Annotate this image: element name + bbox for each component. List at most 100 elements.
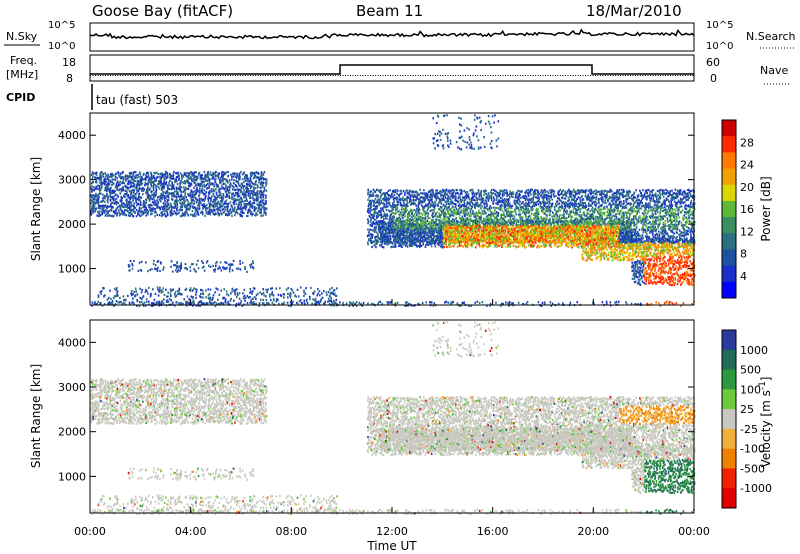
- power-cell: [668, 300, 671, 304]
- power-cell: [416, 207, 418, 210]
- power-cell: [237, 188, 240, 191]
- power-cell: [405, 198, 408, 201]
- power-cell: [160, 192, 163, 196]
- power-cell: [219, 192, 222, 195]
- power-cell: [303, 294, 305, 297]
- power-cell: [473, 230, 475, 233]
- power-cell: [507, 223, 509, 227]
- power-cell: [325, 291, 328, 294]
- cpid-label: CPID: [6, 91, 35, 104]
- power-cell: [158, 214, 161, 217]
- power-cell: [442, 203, 445, 206]
- power-cell: [262, 288, 264, 291]
- power-cell: [258, 304, 260, 307]
- power-cell: [183, 188, 186, 191]
- power-cell: [290, 304, 292, 308]
- power-cell: [527, 208, 529, 211]
- power-cell: [168, 188, 171, 191]
- power-cell: [126, 194, 128, 197]
- power-cell: [127, 263, 130, 267]
- power-cell: [252, 197, 254, 200]
- power-cell: [382, 197, 384, 200]
- power-cell: [222, 194, 225, 197]
- power-cell: [402, 243, 405, 246]
- power-cell: [247, 188, 249, 191]
- power-cell: [254, 192, 257, 195]
- power-cell: [253, 201, 256, 205]
- power-cell: [505, 208, 508, 211]
- power-cell: [201, 289, 204, 292]
- power-cell: [237, 207, 239, 210]
- power-cell: [112, 178, 115, 181]
- power-cell: [201, 213, 204, 216]
- power-cell: [415, 204, 418, 207]
- power-cell: [116, 200, 118, 204]
- power-cell: [427, 199, 430, 202]
- power-cell: [236, 206, 239, 209]
- power-cell: [444, 301, 446, 304]
- power-cell: [205, 210, 208, 213]
- power-cell: [434, 204, 437, 207]
- power-cell: [424, 193, 426, 196]
- power-cell: [371, 224, 374, 228]
- power-cell: [487, 216, 489, 219]
- power-cell: [282, 302, 285, 306]
- power-cell: [505, 210, 508, 213]
- power-cell: [152, 206, 155, 210]
- power-cell: [155, 203, 158, 206]
- power-cell: [272, 294, 275, 297]
- power-cell: [192, 289, 194, 292]
- power-cell: [406, 189, 408, 192]
- power-cell: [509, 205, 512, 208]
- power-cell: [502, 211, 505, 214]
- power-cell: [90, 213, 93, 216]
- power-cell: [389, 189, 392, 192]
- power-cell: [420, 219, 422, 222]
- power-cell: [508, 198, 510, 201]
- power-cell: [97, 295, 100, 299]
- power-cell: [120, 189, 123, 193]
- power-cell: [246, 180, 249, 183]
- power-cell: [256, 175, 258, 179]
- power-cell: [211, 302, 213, 305]
- power-cell: [262, 214, 265, 217]
- power-cell: [185, 206, 188, 209]
- power-cell: [326, 293, 328, 297]
- power-cell: [234, 291, 236, 294]
- power-cell: [212, 201, 214, 204]
- power-cell: [377, 194, 380, 198]
- power-cell: [163, 182, 166, 185]
- power-cell: [250, 191, 253, 195]
- power-cell: [261, 301, 264, 305]
- power-cell: [369, 203, 371, 207]
- power-cell: [165, 170, 167, 174]
- power-cell: [100, 170, 103, 174]
- power-cell: [126, 198, 128, 201]
- power-cell: [236, 188, 239, 191]
- power-cell: [458, 213, 461, 216]
- power-cell: [210, 208, 213, 211]
- power-cell: [422, 205, 424, 209]
- power-cell: [222, 180, 224, 183]
- power-cell: [241, 191, 244, 194]
- power-cell: [138, 175, 140, 178]
- power-cell: [512, 210, 514, 213]
- power-cell: [430, 301, 433, 304]
- power-cell: [250, 185, 253, 188]
- power-cell: [94, 202, 97, 205]
- power-cell: [159, 176, 161, 179]
- power-cell: [210, 183, 212, 186]
- power-cell: [149, 195, 152, 198]
- power-cell: [107, 210, 109, 213]
- power-cell: [92, 207, 95, 210]
- power-cell: [175, 301, 178, 304]
- power-cell: [269, 287, 272, 290]
- power-cell: [451, 301, 453, 304]
- power-cell: [425, 244, 427, 247]
- power-cell: [496, 206, 498, 210]
- power-cell: [231, 290, 233, 293]
- power-cell: [170, 265, 172, 268]
- power-cell: [199, 295, 201, 298]
- power-cell: [170, 204, 173, 208]
- power-cell: [165, 180, 168, 184]
